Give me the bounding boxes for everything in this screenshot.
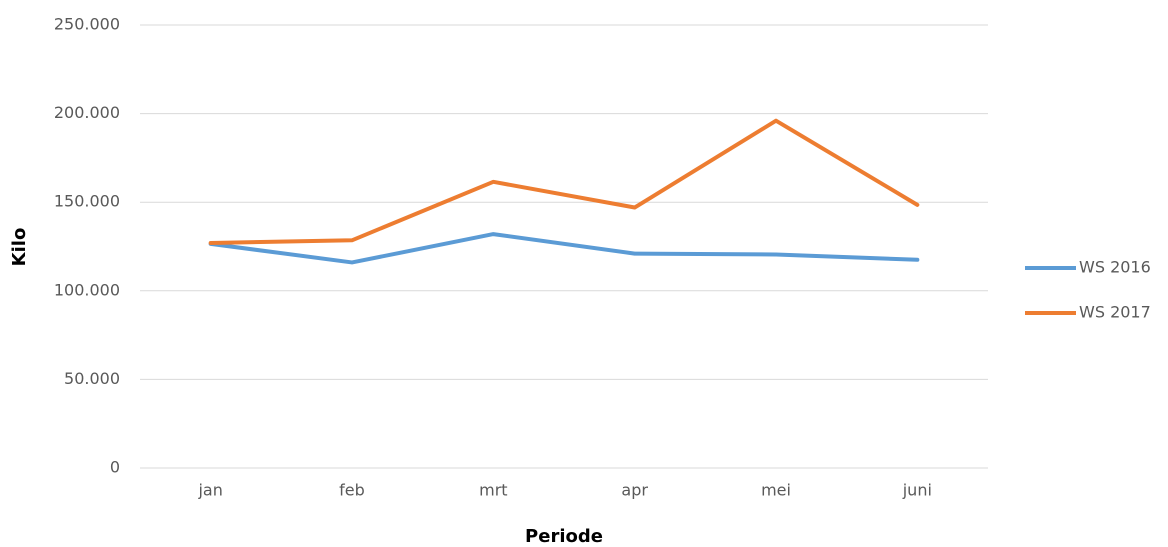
y-tick-label: 0	[110, 458, 120, 477]
y-tick-label: 200.000	[54, 103, 120, 122]
x-tick-label: mrt	[479, 481, 507, 500]
x-tick-label: feb	[339, 481, 365, 500]
y-tick-label: 150.000	[54, 192, 120, 211]
y-axis-title: Kilo	[9, 228, 30, 267]
x-tick-label: apr	[621, 481, 648, 500]
legend-label: WS 2017	[1079, 303, 1151, 322]
series-line	[208, 118, 920, 245]
series-line	[208, 232, 920, 265]
y-tick-label: 50.000	[64, 369, 120, 388]
x-tick-label: mei	[761, 481, 791, 500]
x-tick-label: juni	[902, 481, 932, 500]
y-tick-label: 250.000	[54, 15, 120, 34]
x-axis-title: Periode	[525, 526, 603, 547]
x-tick-label: jan	[197, 481, 222, 500]
legend-label: WS 2016	[1079, 258, 1151, 277]
y-tick-label: 100.000	[54, 280, 120, 299]
